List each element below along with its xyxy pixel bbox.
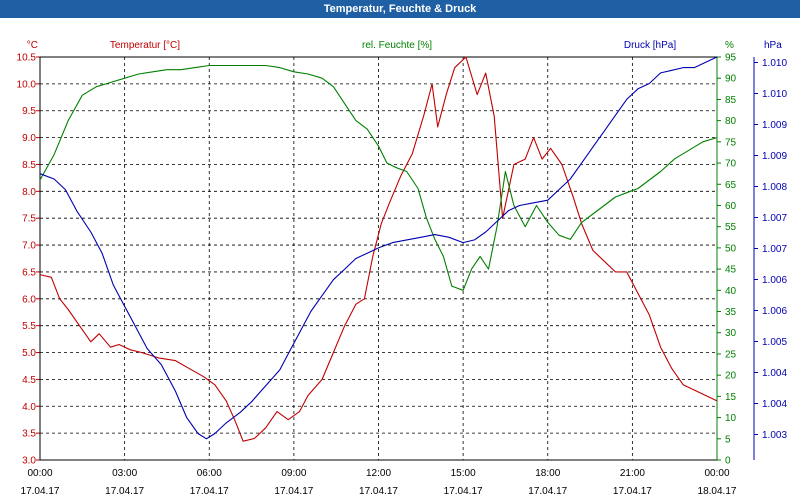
- tick-label-humidity: 0: [725, 456, 731, 467]
- x-tick-label-time: 03:00: [112, 468, 137, 479]
- tick-label-humidity: 35: [725, 307, 737, 318]
- x-tick-label-date: 18.04.17: [698, 486, 737, 497]
- tick-label-humidity: 85: [725, 95, 737, 106]
- humidity-axis-label: rel. Feuchte [%]: [362, 40, 432, 51]
- tick-label-humidity: 55: [725, 222, 737, 233]
- x-tick-label-date: 17.04.17: [105, 486, 144, 497]
- tick-label-humidity: 90: [725, 74, 737, 85]
- series-line-temperature: [39, 56, 718, 442]
- tick-label-humidity: 50: [725, 243, 737, 254]
- x-tick-label-date: 17.04.17: [613, 486, 652, 497]
- humidity-unit: %: [725, 40, 734, 51]
- tick-label-pressure: 1.007: [762, 213, 787, 224]
- x-tick-label-date: 17.04.17: [444, 486, 483, 497]
- x-tick-label-date: 17.04.17: [528, 486, 567, 497]
- x-tick-label-date: 17.04.17: [190, 486, 229, 497]
- tick-label-pressure: 1.008: [762, 182, 787, 193]
- axis-labels: 3.0 3.5 4.0 4.5 5.0 5.5 6.0 6.5 7.0 7.5 8.0 8.5 9.0 9…: [17, 40, 788, 497]
- tick-label-pressure: 1.004: [762, 399, 787, 410]
- plot-frame: [36, 56, 758, 461]
- temperature-unit: °C: [27, 40, 38, 51]
- tick-label-temperature: 9.5: [22, 106, 36, 117]
- temperature-axis-label: Temperatur [°C]: [110, 40, 180, 51]
- tick-label-temperature: 6.0: [22, 294, 36, 305]
- tick-label-pressure: 1.004: [762, 368, 787, 379]
- tick-label-humidity: 25: [725, 349, 737, 360]
- x-tick-label-time: 18:00: [535, 468, 560, 479]
- x-tick-label-date: 17.04.17: [274, 486, 313, 497]
- tick-label-temperature: 4.5: [22, 375, 36, 386]
- tick-label-humidity: 5: [725, 434, 731, 445]
- tick-label-pressure: 1.010: [762, 89, 787, 100]
- x-tick-label-date: 17.04.17: [359, 486, 398, 497]
- tick-label-temperature: 5.0: [22, 348, 36, 359]
- series-line-pressure: [39, 56, 718, 440]
- pressure-axis-label: Druck [hPa]: [624, 40, 676, 51]
- tick-label-temperature: 5.5: [22, 321, 36, 332]
- tick-label-humidity: 70: [725, 159, 737, 170]
- tick-label-humidity: 45: [725, 265, 737, 276]
- tick-label-temperature: 4.0: [22, 402, 36, 413]
- x-tick-label-time: 12:00: [366, 468, 391, 479]
- tick-label-pressure: 1.009: [762, 151, 787, 162]
- tick-label-temperature: 3.0: [22, 456, 36, 467]
- tick-label-humidity: 15: [725, 392, 737, 403]
- tick-label-temperature: 10.0: [17, 79, 37, 90]
- tick-label-temperature: 9.0: [22, 133, 36, 144]
- tick-label-temperature: 7.5: [22, 214, 36, 225]
- tick-label-temperature: 8.0: [22, 187, 36, 198]
- x-tick-label-date: 17.04.17: [21, 486, 60, 497]
- tick-label-humidity: 30: [725, 328, 737, 339]
- tick-label-pressure: 1.006: [762, 306, 787, 317]
- x-tick-label-time: 00:00: [27, 468, 52, 479]
- tick-label-humidity: 40: [725, 286, 737, 297]
- tick-label-pressure: 1.005: [762, 337, 787, 348]
- x-tick-label-time: 09:00: [281, 468, 306, 479]
- tick-label-humidity: 75: [725, 137, 737, 148]
- x-tick-label-time: 00:00: [704, 468, 729, 479]
- tick-label-humidity: 20: [725, 371, 737, 382]
- tick-label-temperature: 6.5: [22, 267, 36, 278]
- tick-label-pressure: 1.003: [762, 430, 787, 441]
- tick-label-pressure: 1.007: [762, 244, 787, 255]
- tick-label-humidity: 60: [725, 201, 737, 212]
- tick-label-humidity: 80: [725, 116, 737, 127]
- x-tick-label-time: 06:00: [197, 468, 222, 479]
- series-line-humidity: [39, 64, 718, 291]
- tick-label-humidity: 65: [725, 180, 737, 191]
- tick-label-humidity: 95: [725, 53, 737, 64]
- tick-label-pressure: 1.010: [762, 58, 787, 69]
- chart-area: 3.0 3.5 4.0 4.5 5.0 5.5 6.0 6.5 7.0 7.5 8.0 8.5 9.0 9…: [17, 40, 788, 497]
- tick-label-pressure: 1.006: [762, 275, 787, 286]
- chart-title: Temperatur, Feuchte & Druck: [0, 0, 800, 18]
- tick-label-pressure: 1.009: [762, 120, 787, 131]
- tick-label-temperature: 3.5: [22, 429, 36, 440]
- tick-label-temperature: 7.0: [22, 241, 36, 252]
- x-tick-label-time: 21:00: [620, 468, 645, 479]
- tick-label-humidity: 10: [725, 413, 737, 424]
- pressure-unit: hPa: [764, 40, 782, 51]
- tick-label-temperature: 8.5: [22, 160, 36, 171]
- x-tick-label-time: 15:00: [451, 468, 476, 479]
- tick-label-temperature: 10.5: [17, 53, 37, 64]
- grid: [39, 56, 718, 461]
- series-layer: [39, 56, 718, 442]
